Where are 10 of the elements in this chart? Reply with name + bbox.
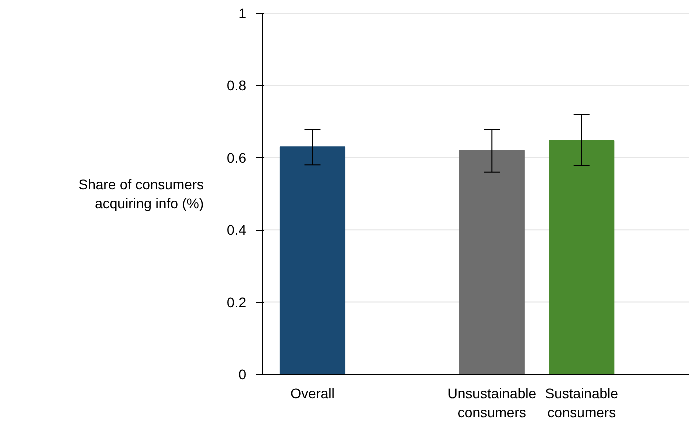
y-tick-label: 0.6 xyxy=(227,150,247,166)
y-tick-label: 0 xyxy=(238,366,247,382)
y-tick-label: 0.4 xyxy=(227,222,247,238)
x-tick-label: Sustainable consumers xyxy=(545,386,619,421)
y-axis-title: Share of consumers acquiring info (%) xyxy=(78,176,204,212)
x-tick-label: Overall xyxy=(290,386,335,402)
y-tick-label: 0.8 xyxy=(227,78,247,94)
x-tick-label: Unsustainable consumers xyxy=(448,386,537,421)
y-tick-label: 1 xyxy=(238,6,247,22)
y-tick-label: 0.2 xyxy=(227,294,247,310)
